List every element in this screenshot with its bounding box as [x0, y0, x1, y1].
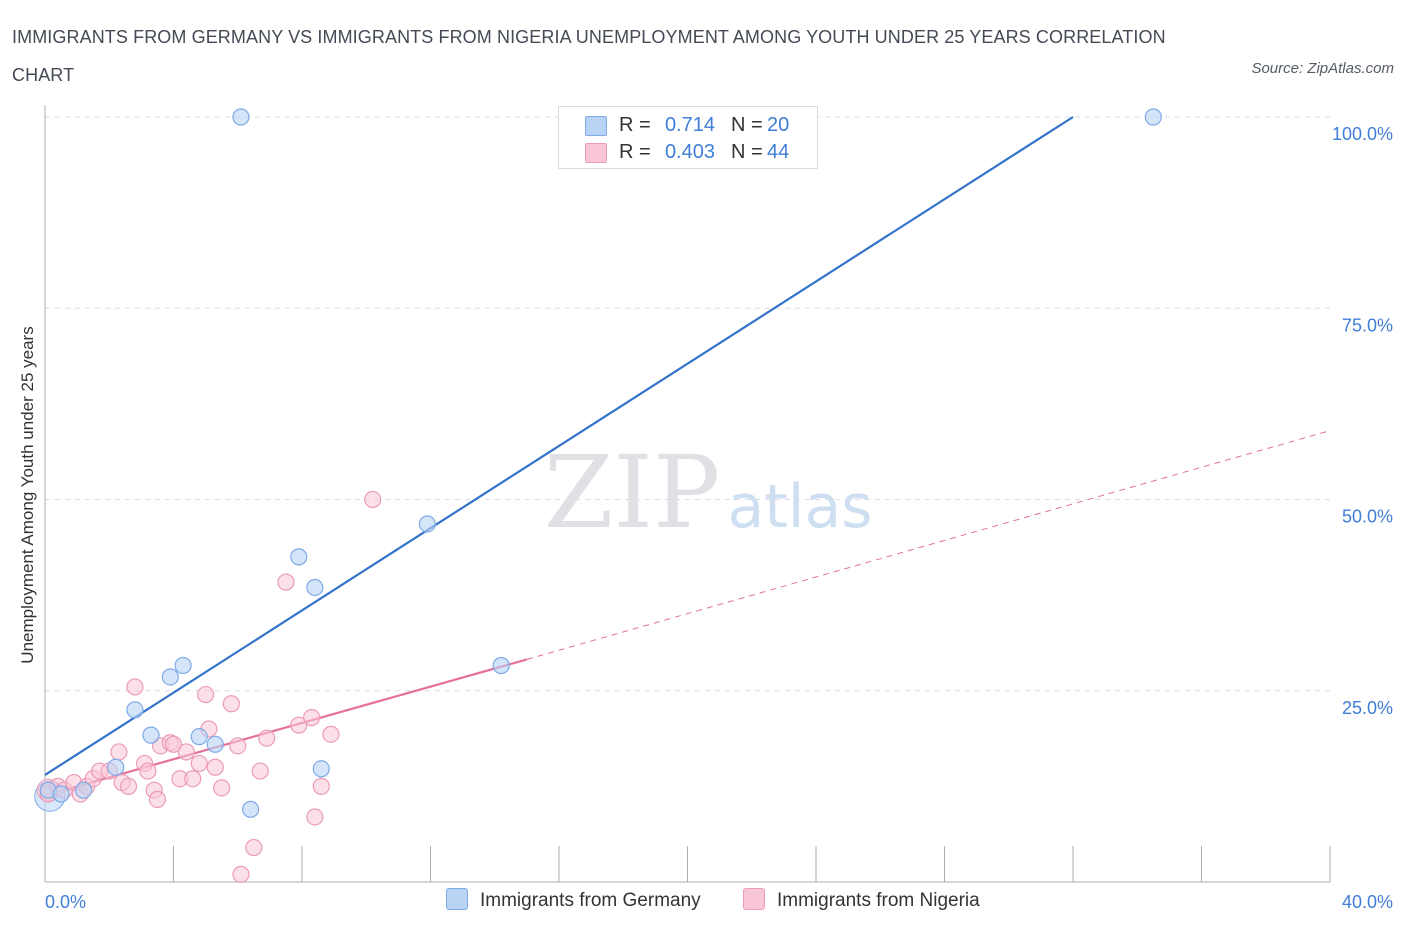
- germany-point: [306, 578, 324, 597]
- nigeria-point: [229, 737, 247, 755]
- legend-item-germany[interactable]: Immigrants from Germany: [446, 888, 701, 912]
- nigeria-point: [164, 735, 183, 753]
- nigeria-trend-extension: [526, 430, 1331, 660]
- nigeria-point: [197, 685, 215, 704]
- germany-point: [312, 760, 330, 778]
- nigeria-point: [306, 808, 324, 826]
- germany-point: [174, 656, 192, 675]
- y-tick-label-100: 100.0%: [1332, 124, 1393, 144]
- germany-swatch: [585, 116, 607, 136]
- nigeria-trend-line: [44, 658, 528, 797]
- nigeria-point: [119, 777, 138, 795]
- nigeria-point: [206, 758, 224, 776]
- nigeria-point: [303, 708, 321, 727]
- germany-legend-swatch: [446, 888, 468, 910]
- nigeria-swatch: [585, 143, 607, 163]
- y-tick-label-50: 50.0%: [1342, 507, 1393, 527]
- axis-layer: [44, 105, 1331, 883]
- nigeria-point: [251, 762, 269, 780]
- x-tick-label-min: 0.0%: [45, 892, 86, 912]
- x-tick-label-max: 40.0%: [1342, 892, 1393, 912]
- y-tick-label-25: 25.0%: [1342, 698, 1393, 718]
- nigeria-point: [277, 573, 295, 591]
- germany-r-value: 0.714: [664, 114, 715, 136]
- germany-point: [290, 548, 308, 566]
- germany-n-label: N =: [731, 114, 763, 136]
- points-layer: [34, 108, 1162, 883]
- grid-layer: [45, 116, 1330, 692]
- nigeria-point: [312, 777, 330, 795]
- germany-point: [52, 785, 70, 803]
- germany-point: [126, 701, 144, 719]
- nigeria-point: [126, 678, 144, 696]
- nigeria-point: [139, 762, 157, 780]
- nigeria-n-value: 44: [767, 141, 790, 163]
- nigeria-legend-label: Immigrants from Nigeria: [777, 890, 980, 911]
- nigeria-point: [364, 490, 382, 509]
- nigeria-point: [232, 865, 250, 883]
- germany-point: [1144, 108, 1162, 126]
- germany-n-value: 20: [767, 114, 790, 136]
- nigeria-legend-swatch: [743, 888, 765, 910]
- nigeria-point: [177, 743, 195, 761]
- germany-point: [232, 108, 250, 126]
- nigeria-point: [258, 729, 276, 747]
- watermark-zip: ZIP: [544, 434, 720, 551]
- y-axis-label: Unemployment Among Youth under 25 years: [18, 326, 37, 664]
- nigeria-r-value: 0.403: [664, 141, 715, 163]
- germany-legend-label: Immigrants from Germany: [480, 890, 701, 911]
- watermark-atlas: atlas: [728, 472, 873, 542]
- watermark: ZIP atlas: [544, 434, 873, 551]
- nigeria-point: [322, 725, 340, 743]
- germany-point: [74, 781, 93, 799]
- nigeria-point: [222, 695, 240, 713]
- nigeria-point: [213, 779, 231, 797]
- nigeria-point: [290, 716, 308, 734]
- nigeria-point: [190, 754, 208, 773]
- nigeria-point: [148, 790, 167, 808]
- correlation-legend: R = 0.714 N = 20 R = 0.403 N = 44: [558, 106, 818, 169]
- germany-r-label: R =: [619, 114, 651, 136]
- germany-point: [107, 758, 125, 776]
- y-tick-label-75: 75.0%: [1342, 315, 1393, 335]
- germany-point: [190, 728, 208, 746]
- germany-trend-line: [44, 116, 1074, 776]
- nigeria-point: [245, 838, 263, 857]
- tick-labels: 25.0% 50.0% 75.0% 100.0% 0.0% 40.0%: [45, 124, 1393, 912]
- nigeria-r-label: R =: [619, 141, 651, 163]
- nigeria-n-label: N =: [731, 141, 763, 163]
- germany-point: [242, 800, 260, 818]
- legend-item-nigeria[interactable]: Immigrants from Nigeria: [743, 888, 980, 912]
- trend-layer: [44, 116, 1331, 797]
- chart-title: IMMIGRANTS FROM GERMANY VS IMMIGRANTS FR…: [12, 27, 1166, 85]
- source-note: Source: ZipAtlas.com: [1251, 60, 1394, 77]
- nigeria-point: [110, 743, 128, 761]
- germany-point: [492, 656, 510, 675]
- germany-point: [418, 515, 436, 533]
- germany-point: [206, 735, 224, 753]
- germany-point: [161, 668, 179, 686]
- nigeria-point: [184, 770, 202, 788]
- germany-point: [142, 726, 160, 744]
